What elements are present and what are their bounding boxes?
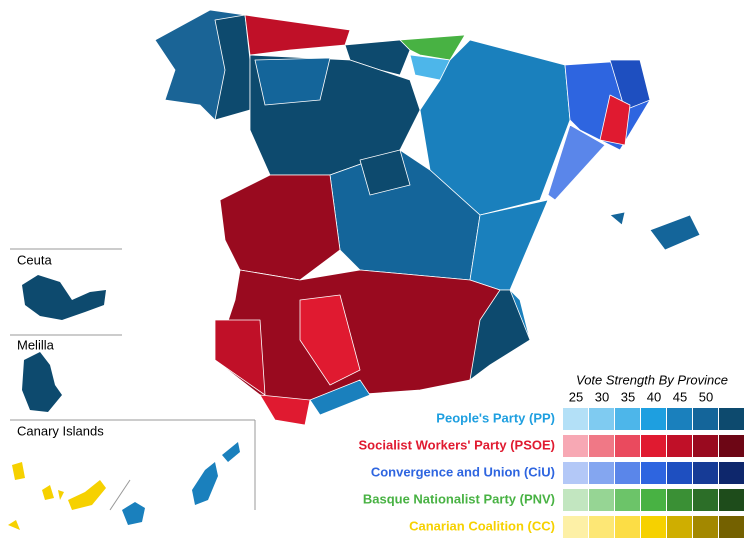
spain-provinces	[154, 9, 701, 426]
legend-swatch	[693, 435, 718, 457]
canary-east	[122, 442, 240, 525]
legend-swatch	[615, 408, 640, 430]
legend-swatch	[615, 435, 640, 457]
inset-label: Canary Islands	[17, 423, 104, 438]
legend-swatch	[693, 516, 718, 538]
inset-label: Melilla	[17, 337, 55, 352]
threshold-label: 50	[699, 389, 713, 404]
balearic-islands	[649, 214, 701, 251]
cordoba	[299, 294, 361, 386]
threshold-label: 35	[621, 389, 635, 404]
party-label: People's Party (PP)	[436, 410, 555, 425]
canary-west	[8, 462, 106, 530]
basque-country	[399, 34, 466, 61]
legend-swatch	[563, 462, 588, 484]
legend-swatch	[563, 435, 588, 457]
inset-label: Ceuta	[17, 252, 52, 267]
legend-swatch	[693, 462, 718, 484]
legend-swatch	[719, 489, 744, 511]
legend-swatch	[589, 462, 614, 484]
madrid	[359, 149, 411, 196]
legend-swatch	[641, 408, 666, 430]
cadiz	[259, 394, 311, 426]
melilla	[22, 352, 62, 412]
legend-swatch	[719, 408, 744, 430]
legend-swatch	[641, 516, 666, 538]
party-label: Socialist Workers' Party (PSOE)	[359, 437, 555, 452]
legend-swatch	[563, 489, 588, 511]
legend-swatch	[719, 516, 744, 538]
inset-divider	[109, 479, 131, 511]
legend-swatch	[589, 516, 614, 538]
legend-swatch	[641, 462, 666, 484]
party-label: Convergence and Union (CiU)	[371, 464, 555, 479]
legend: Vote Strength By Province 25 30 35 40 45 50 Pe…	[359, 372, 744, 538]
legend-swatch	[615, 462, 640, 484]
legend-swatch	[667, 435, 692, 457]
malaga	[309, 379, 371, 416]
party-label: Canarian Coalition (CC)	[409, 518, 555, 533]
ceuta	[22, 275, 106, 320]
threshold-label: 45	[673, 389, 687, 404]
legend-swatch	[693, 408, 718, 430]
legend-swatch	[641, 489, 666, 511]
tarragona	[547, 124, 606, 201]
party-label: Basque Nationalist Party (PNV)	[363, 491, 555, 506]
legend-swatch	[589, 408, 614, 430]
legend-swatch	[615, 516, 640, 538]
asturias	[244, 14, 351, 56]
legend-swatch	[719, 462, 744, 484]
legend-swatch	[615, 489, 640, 511]
legend-swatch	[589, 489, 614, 511]
threshold-label: 30	[595, 389, 609, 404]
leon	[254, 57, 331, 106]
barcelona	[599, 94, 631, 146]
insets: Ceuta Melilla Canary Islands	[8, 248, 256, 530]
andalusia	[214, 269, 501, 421]
murcia	[469, 289, 531, 381]
legend-swatch	[667, 462, 692, 484]
legend-swatch	[589, 435, 614, 457]
threshold-label: 25	[569, 389, 583, 404]
threshold-label: 40	[647, 389, 661, 404]
girona	[609, 59, 651, 111]
legend-swatch	[563, 516, 588, 538]
legend-swatch	[667, 489, 692, 511]
huelva	[214, 319, 266, 396]
legend-swatch	[667, 516, 692, 538]
extremadura	[219, 174, 341, 281]
ibiza	[609, 211, 626, 226]
legend-swatch	[641, 435, 666, 457]
legend-title: Vote Strength By Province	[576, 372, 728, 387]
legend-swatch	[719, 435, 744, 457]
legend-swatch	[667, 408, 692, 430]
legend-swatch	[693, 489, 718, 511]
navarra-aragon	[419, 39, 571, 216]
legend-swatch	[563, 408, 588, 430]
